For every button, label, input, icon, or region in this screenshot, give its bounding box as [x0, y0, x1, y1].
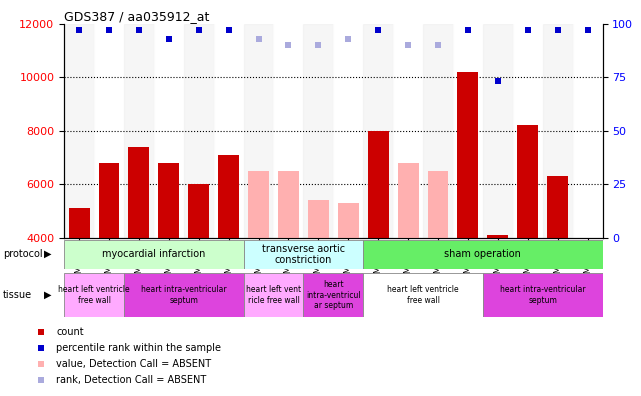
Text: percentile rank within the sample: percentile rank within the sample [56, 343, 221, 353]
Text: GDS387 / aa035912_at: GDS387 / aa035912_at [64, 10, 210, 23]
Text: transverse aortic
constriction: transverse aortic constriction [262, 244, 345, 265]
Bar [124, 273, 244, 317]
Bar [244, 273, 303, 317]
Text: heart left vent
ricle free wall: heart left vent ricle free wall [246, 286, 301, 305]
Bar [333, 24, 363, 238]
Text: ▶: ▶ [44, 249, 51, 259]
Bar [543, 24, 572, 238]
Bar [244, 24, 274, 238]
Bar [428, 171, 449, 238]
Bar [278, 171, 299, 238]
Bar [458, 72, 478, 238]
Bar [363, 273, 483, 317]
Bar [483, 24, 513, 238]
Bar [453, 24, 483, 238]
Bar [244, 240, 363, 269]
Bar [94, 24, 124, 238]
Bar [248, 171, 269, 238]
Bar [274, 24, 303, 238]
Bar [547, 176, 568, 238]
Text: myocardial infarction: myocardial infarction [102, 249, 206, 259]
Bar [397, 163, 419, 238]
Bar [487, 235, 508, 238]
Bar [124, 24, 154, 238]
Bar [158, 163, 179, 238]
Bar [64, 24, 94, 238]
Text: count: count [56, 327, 84, 337]
Bar [513, 24, 543, 238]
Bar [517, 125, 538, 238]
Bar [393, 24, 423, 238]
Text: sham operation: sham operation [444, 249, 521, 259]
Bar [368, 131, 388, 238]
Bar [363, 24, 393, 238]
Bar [303, 24, 333, 238]
Text: heart intra-ventricular
septum: heart intra-ventricular septum [500, 286, 585, 305]
Text: tissue: tissue [3, 290, 32, 300]
Text: heart
intra-ventricul
ar septum: heart intra-ventricul ar septum [306, 280, 361, 310]
Text: protocol: protocol [3, 249, 43, 259]
Bar [64, 273, 124, 317]
Bar [64, 240, 244, 269]
Text: heart left ventricle
free wall: heart left ventricle free wall [387, 286, 459, 305]
Text: value, Detection Call = ABSENT: value, Detection Call = ABSENT [56, 359, 212, 369]
Bar [99, 163, 119, 238]
Bar [303, 273, 363, 317]
Bar [363, 240, 603, 269]
Text: ▶: ▶ [44, 290, 51, 300]
Bar [184, 24, 213, 238]
Bar [338, 203, 359, 238]
Bar [218, 155, 239, 238]
Bar [483, 273, 603, 317]
Bar [69, 208, 90, 238]
Text: heart intra-ventricular
septum: heart intra-ventricular septum [141, 286, 226, 305]
Bar [154, 24, 184, 238]
Bar [308, 200, 329, 238]
Bar [572, 24, 603, 238]
Bar [188, 184, 209, 238]
Bar [423, 24, 453, 238]
Text: rank, Detection Call = ABSENT: rank, Detection Call = ABSENT [56, 375, 206, 385]
Bar [128, 147, 149, 238]
Bar [213, 24, 244, 238]
Text: heart left ventricle
free wall: heart left ventricle free wall [58, 286, 130, 305]
